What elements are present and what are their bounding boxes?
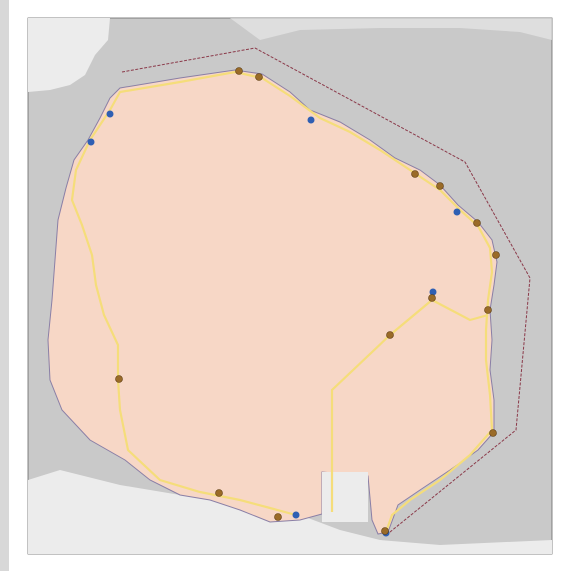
brown-marker[interactable] [436,182,444,190]
brown-marker[interactable] [492,251,500,259]
brown-marker[interactable] [386,331,394,339]
blue-marker[interactable] [453,208,461,216]
blue-marker[interactable] [106,110,114,118]
mainland-top-left [28,18,110,92]
brown-marker[interactable] [411,170,419,178]
marker-group [87,67,500,537]
brown-marker[interactable] [255,73,263,81]
port-area [322,472,368,522]
left-edge-strip [0,0,9,571]
brown-marker[interactable] [489,429,497,437]
mainland-bottom [28,470,552,554]
inner-road [330,298,489,512]
brown-marker[interactable] [428,294,436,302]
blue-marker[interactable] [292,511,300,519]
brown-marker[interactable] [381,527,389,535]
mainland-top-right [230,18,552,40]
blue-marker[interactable] [429,288,437,296]
blue-marker[interactable] [87,138,95,146]
brown-marker[interactable] [484,306,492,314]
brown-marker[interactable] [473,219,481,227]
brown-marker[interactable] [115,375,123,383]
west-road [70,109,297,517]
maritime-boundary-line [121,47,531,533]
brown-marker[interactable] [215,489,223,497]
blue-marker[interactable] [307,116,315,124]
brown-marker[interactable] [235,67,243,75]
brown-marker[interactable] [274,513,282,521]
